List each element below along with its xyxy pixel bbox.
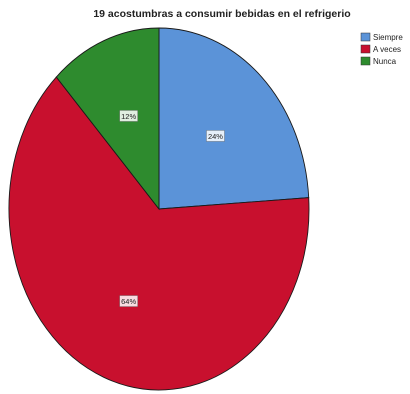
data-label-text: 12% xyxy=(121,112,136,121)
legend-swatch-a-veces xyxy=(360,44,371,54)
legend-label-siempre: Siempre xyxy=(373,33,403,42)
data-label-box xyxy=(119,110,138,122)
data-label-box xyxy=(206,130,225,142)
legend-swatch-siempre xyxy=(360,32,371,42)
legend-label-nunca: Nunca xyxy=(373,57,397,66)
data-label-siempre: 24% xyxy=(206,130,225,142)
pie-slice-nunca xyxy=(55,27,160,211)
pie-data-labels: 24% 64% 12% xyxy=(119,110,225,307)
legend: Siempre A veces Nunca xyxy=(360,32,403,66)
pie-slices xyxy=(8,27,310,391)
data-label-text: 64% xyxy=(121,297,136,306)
legend-label-a-veces: A veces xyxy=(373,45,401,54)
pie-slice-siempre xyxy=(158,27,310,210)
legend-swatch-nunca xyxy=(360,56,371,66)
data-label-nunca: 12% xyxy=(119,110,138,122)
chart-title: 19 acostumbras a consumir bebidas en el … xyxy=(93,8,350,20)
data-label-text: 24% xyxy=(208,132,223,141)
data-label-a-veces: 64% xyxy=(119,295,138,307)
pie-slice-a-veces xyxy=(8,76,310,391)
data-label-box xyxy=(119,295,138,307)
